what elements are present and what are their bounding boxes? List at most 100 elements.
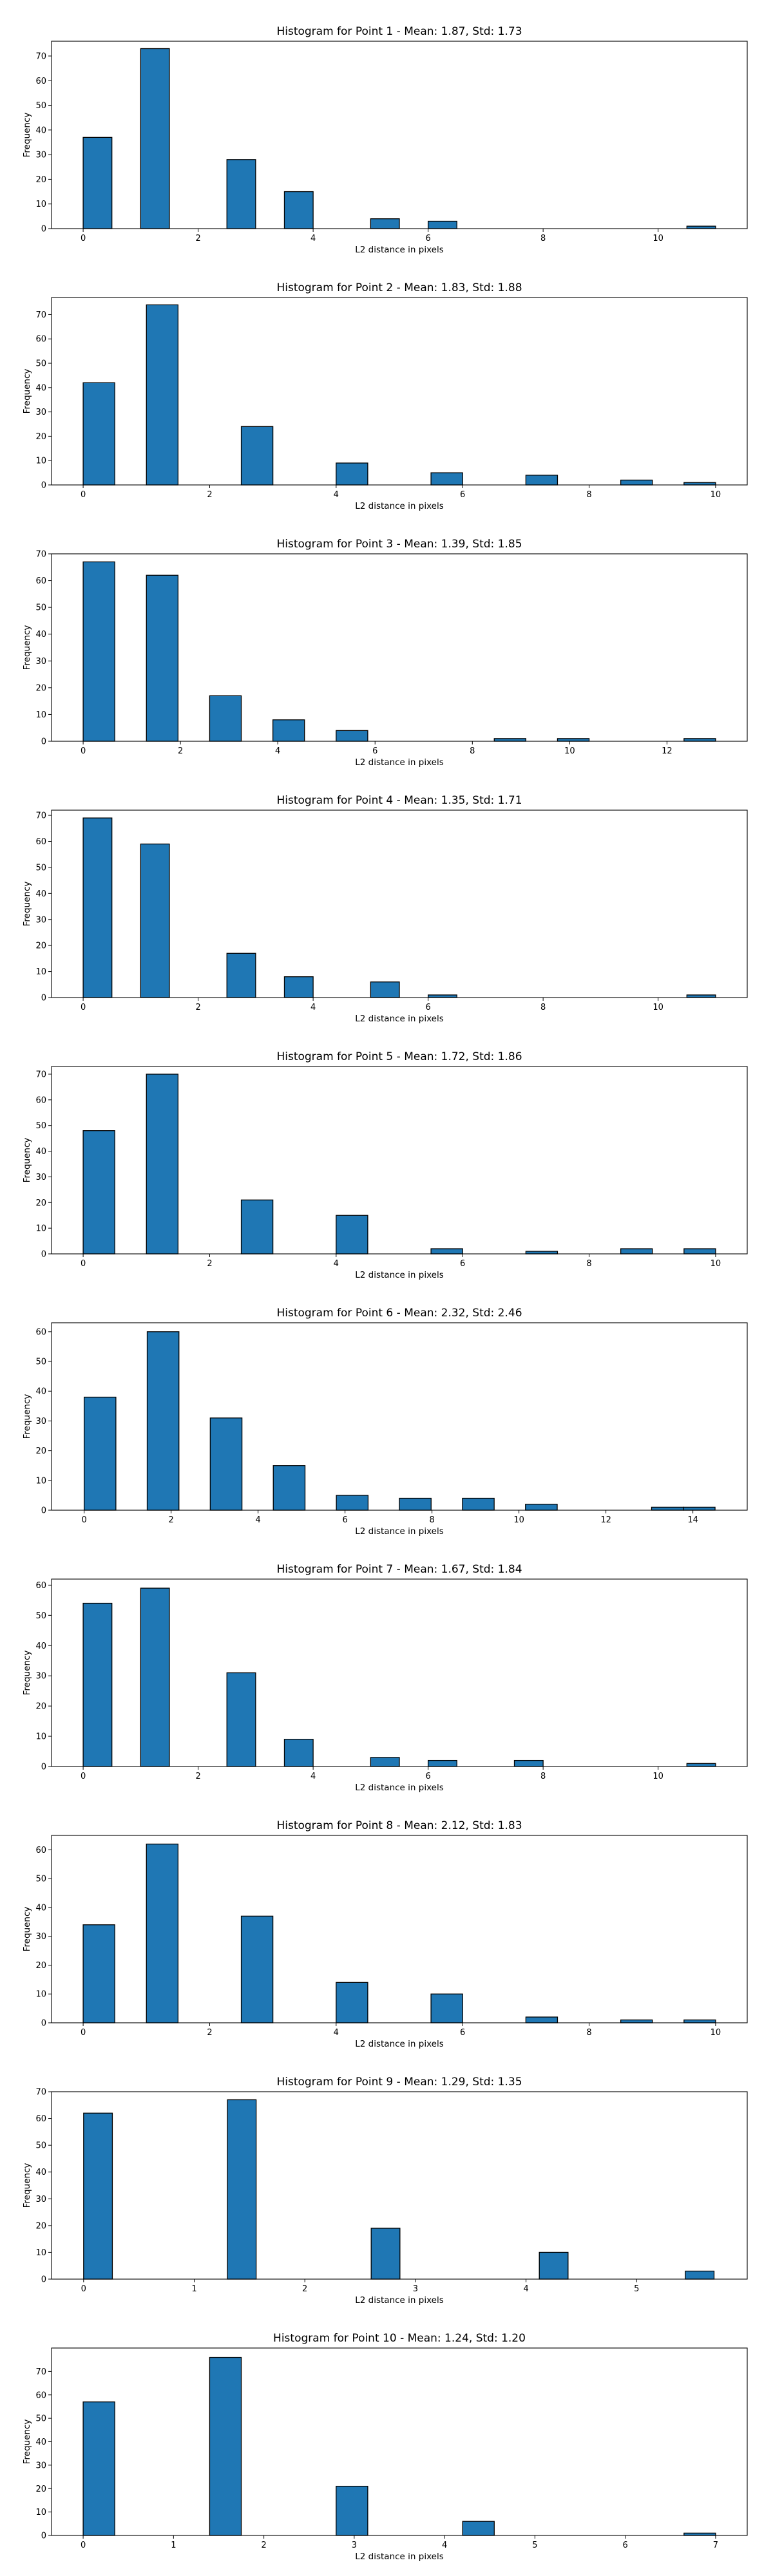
histogram-bar: [146, 574, 179, 742]
histogram-bar: [82, 1924, 115, 2023]
x-tick-label: 2: [207, 2028, 212, 2038]
histogram-bar: [651, 1506, 684, 1511]
x-tick-label: 0: [81, 1259, 86, 1269]
x-tick-label: 10: [711, 2028, 721, 2038]
histogram-bar: [462, 2521, 495, 2536]
x-tick-label: 8: [586, 1259, 591, 1269]
y-tick-label: 10: [35, 2508, 46, 2517]
histogram-bar: [370, 1757, 400, 1767]
y-tick-label: 50: [35, 863, 46, 873]
y-tick-label: 70: [35, 550, 46, 560]
histogram-bar: [430, 472, 463, 486]
x-tick-label: 2: [207, 1259, 212, 1269]
histogram-bar: [140, 843, 170, 998]
histogram-bar: [336, 462, 368, 486]
histogram-bar: [370, 218, 400, 229]
chart-title: Histogram for Point 4 - Mean: 1.35, Std:…: [276, 794, 522, 807]
histogram-bar: [283, 976, 314, 998]
histogram-bar: [620, 2019, 653, 2023]
histogram-bar: [427, 220, 457, 229]
x-tick-label: 8: [429, 1515, 434, 1525]
x-tick-label: 0: [81, 234, 86, 243]
x-tick-label: 2: [195, 1003, 200, 1012]
histogram-bar: [240, 1199, 274, 1255]
y-tick-label: 50: [35, 2414, 46, 2424]
histogram-bar: [272, 1465, 306, 1511]
y-tick-label: 40: [35, 1147, 46, 1157]
x-tick-label: 6: [460, 1259, 465, 1269]
y-tick-label: 10: [35, 710, 46, 720]
x-tick-label: 8: [540, 1772, 546, 1781]
chart-title: Histogram for Point 7 - Mean: 1.67, Std:…: [276, 1563, 522, 1576]
x-tick-label: 1: [171, 2541, 176, 2550]
y-tick-label: 10: [35, 1224, 46, 1234]
x-tick-label: 0: [81, 2028, 86, 2038]
axes-frame: [51, 810, 748, 998]
x-tick-label: 10: [513, 1515, 524, 1525]
x-tick-label: 4: [310, 234, 316, 243]
histogram-bar: [493, 738, 527, 742]
y-tick-label: 0: [41, 2532, 46, 2541]
histogram-bar: [283, 191, 314, 229]
y-tick-label: 10: [35, 457, 46, 466]
y-axis-label: Frequency: [22, 1651, 32, 1696]
y-tick-label: 60: [35, 576, 46, 586]
y-tick-label: 50: [35, 1121, 46, 1131]
y-tick-label: 20: [35, 1446, 46, 1456]
histogram-bar: [686, 1763, 716, 1767]
x-tick-label: 4: [310, 1003, 316, 1012]
y-tick-label: 20: [35, 942, 46, 951]
x-tick-label: 10: [564, 746, 575, 756]
x-tick-label: 4: [334, 1259, 339, 1269]
histogram-4: Histogram for Point 4 - Mean: 1.35, Std:…: [22, 794, 748, 1024]
x-tick-label: 12: [600, 1515, 611, 1525]
x-axis-label: L2 distance in pixels: [355, 2039, 443, 2049]
y-tick-label: 30: [35, 2461, 46, 2470]
x-tick-label: 0: [81, 2284, 86, 2294]
y-tick-label: 60: [35, 77, 46, 86]
x-tick-label: 4: [275, 746, 280, 756]
y-tick-label: 20: [35, 1702, 46, 1712]
y-tick-label: 70: [35, 2088, 46, 2098]
histogram-bar: [227, 2099, 257, 2280]
x-tick-label: 2: [195, 234, 200, 243]
y-axis-label: Frequency: [22, 882, 32, 927]
histogram-bar: [525, 475, 558, 486]
x-tick-label: 6: [425, 234, 430, 243]
histogram-bar: [336, 1215, 368, 1255]
x-tick-label: 3: [352, 2541, 357, 2550]
histogram-bar: [209, 1417, 243, 1511]
histogram-7: Histogram for Point 7 - Mean: 1.67, Std:…: [22, 1563, 748, 1793]
y-tick-label: 70: [35, 811, 46, 821]
y-tick-label: 20: [35, 432, 46, 442]
x-tick-label: 2: [195, 1772, 200, 1781]
y-tick-label: 60: [35, 1846, 46, 1855]
y-tick-label: 50: [35, 1875, 46, 1884]
histogram-bar: [462, 1497, 495, 1511]
histogram-bar: [146, 304, 179, 486]
y-tick-label: 40: [35, 2168, 46, 2177]
x-tick-label: 10: [653, 1772, 663, 1781]
histogram-bar: [82, 2401, 115, 2536]
chart-title: Histogram for Point 3 - Mean: 1.39, Std:…: [276, 538, 522, 551]
histogram-8: Histogram for Point 8 - Mean: 2.12, Std:…: [22, 1819, 748, 2049]
histogram-bar: [82, 817, 113, 998]
histogram-bar: [683, 1506, 716, 1511]
x-axis-label: L2 distance in pixels: [355, 501, 443, 511]
y-tick-label: 50: [35, 2141, 46, 2151]
histogram-3: Histogram for Point 3 - Mean: 1.39, Std:…: [22, 538, 748, 768]
x-axis-label: L2 distance in pixels: [355, 1270, 443, 1280]
x-tick-label: 0: [81, 746, 86, 756]
y-axis-label: Frequency: [22, 2420, 32, 2465]
x-tick-label: 2: [168, 1515, 173, 1525]
x-tick-label: 1: [191, 2284, 196, 2294]
histogram-bar: [686, 994, 716, 998]
y-tick-label: 40: [35, 630, 46, 639]
y-tick-label: 10: [35, 1990, 46, 2000]
histogram-bar: [140, 48, 170, 229]
y-tick-label: 20: [35, 2221, 46, 2231]
y-tick-label: 70: [35, 2367, 46, 2377]
histogram-bar: [427, 994, 457, 998]
histogram-bar: [525, 2016, 558, 2023]
